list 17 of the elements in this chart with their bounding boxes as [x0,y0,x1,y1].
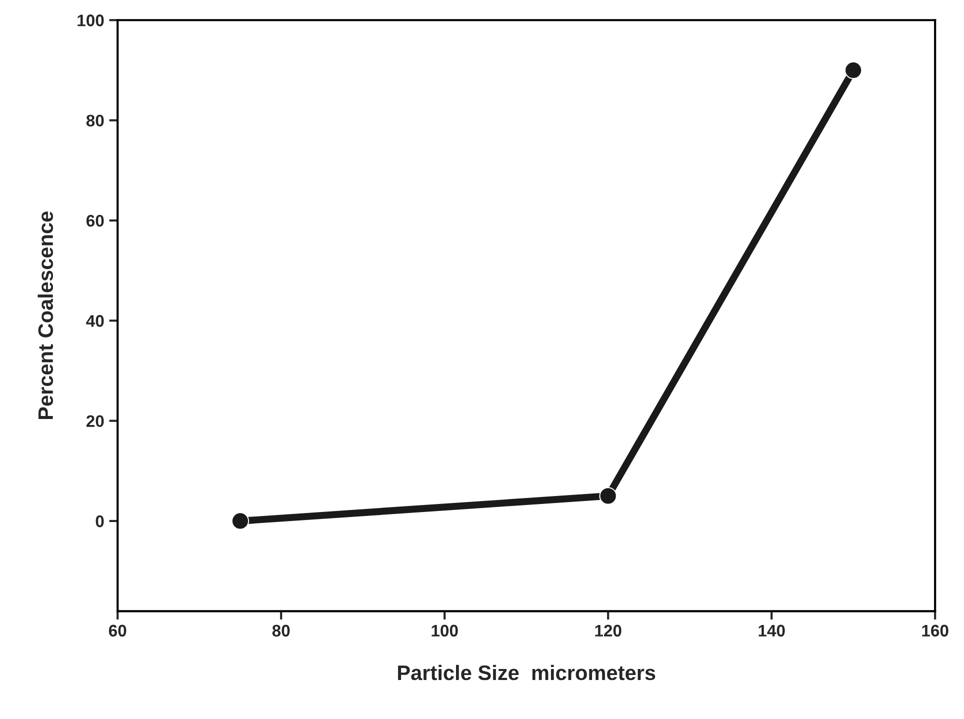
y-tick-label: 60 [86,214,104,227]
x-tick-label: 60 [108,624,126,637]
point [599,487,617,505]
point [231,512,250,530]
y-tick-label: 20 [86,415,104,428]
x-axis-title: Particle Size micrometers [398,664,656,680]
x-tick-label: 100 [432,624,458,637]
point [844,61,862,80]
y-tick-label: 80 [86,114,104,127]
y-tick-label: 40 [86,315,104,327]
x-tick-label: 80 [272,624,290,637]
y-tick-label: 0 [96,515,104,528]
y-axis-title: Percent Coalescence [38,212,54,420]
y-tick-label: 100 [78,14,104,26]
x-tick-label: 140 [758,624,785,637]
x-tick-label: 160 [922,624,948,637]
x-tick-label: 120 [595,624,622,637]
